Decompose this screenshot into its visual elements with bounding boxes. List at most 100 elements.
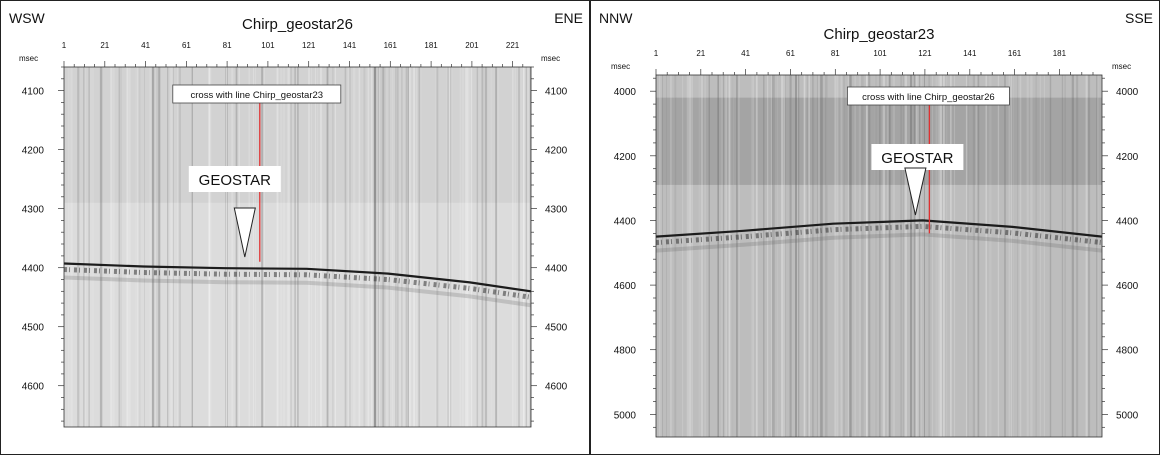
- trace-streak: [362, 67, 365, 427]
- trace-streak: [450, 67, 452, 427]
- trace-streak: [261, 67, 263, 427]
- trace-streak: [666, 75, 667, 437]
- trace-streak: [1096, 75, 1099, 437]
- depth-label-right: 4400: [1116, 216, 1139, 227]
- trace-streak: [514, 67, 516, 427]
- trace-label: 101: [873, 49, 887, 58]
- trace-streak: [834, 75, 836, 437]
- depth-label-right: 4000: [1116, 87, 1139, 98]
- trace-streak: [717, 75, 719, 437]
- trace-streak: [326, 67, 329, 427]
- trace-streak: [690, 75, 692, 437]
- trace-streak: [158, 67, 161, 427]
- plot-frame: [63, 66, 532, 428]
- trace-streak: [763, 75, 765, 437]
- trace-streak: [737, 75, 740, 437]
- depth-label-right: 4200: [545, 146, 568, 157]
- trace-streak: [1076, 75, 1078, 437]
- trace-streak: [253, 67, 254, 427]
- trace-streak: [849, 75, 852, 437]
- trace-streak: [755, 75, 758, 437]
- trace-streak: [409, 67, 411, 427]
- trace-streak: [972, 75, 975, 437]
- trace-streak: [921, 75, 923, 437]
- trace-label: 81: [223, 41, 232, 50]
- trace-streak: [722, 75, 724, 437]
- trace-label: 181: [1053, 49, 1067, 58]
- trace-streak: [781, 75, 784, 437]
- trace-streak: [1076, 75, 1079, 437]
- trace-streak: [825, 75, 828, 437]
- trace-streak: [1043, 75, 1045, 437]
- trace-streak: [682, 75, 684, 437]
- trace-streak: [858, 75, 861, 437]
- trace-streak: [879, 75, 881, 437]
- trace-streak: [520, 67, 522, 427]
- trace-streak: [484, 67, 488, 427]
- trace-label: 201: [465, 41, 479, 50]
- trace-streak: [294, 67, 296, 427]
- trace-streak: [346, 67, 349, 427]
- trace-streak: [751, 75, 753, 437]
- trace-streak: [943, 75, 945, 437]
- trace-streak: [282, 67, 285, 427]
- trace-streak: [481, 67, 483, 427]
- trace-streak: [136, 67, 139, 427]
- trace-streak: [315, 67, 316, 427]
- trace-streak: [397, 67, 399, 427]
- trace-streak: [728, 75, 731, 437]
- trace-streak: [1049, 75, 1052, 437]
- trace-label: 1: [62, 41, 67, 50]
- seafloor-reflector: [656, 219, 1102, 238]
- seafloor-texture: [64, 267, 531, 300]
- trace-streak: [371, 67, 372, 427]
- trace-label: 181: [424, 41, 438, 50]
- trace-streak: [408, 67, 409, 427]
- trace-streak: [405, 67, 408, 427]
- trace-streak: [1030, 75, 1032, 437]
- trace-streak: [235, 67, 237, 427]
- trace-streak: [332, 67, 334, 427]
- trace-streak: [704, 75, 706, 437]
- trace-streak: [777, 75, 778, 437]
- trace-streak: [796, 75, 799, 437]
- trace-streak: [950, 75, 952, 437]
- trace-label: 21: [100, 41, 109, 50]
- depth-label-left: 4400: [614, 216, 637, 227]
- trace-streak: [803, 75, 806, 437]
- trace-streak: [670, 75, 672, 437]
- trace-streak: [1039, 75, 1041, 437]
- trace-streak: [529, 67, 531, 427]
- trace-streak: [1085, 75, 1088, 437]
- trace-streak: [354, 67, 356, 427]
- trace-streak: [517, 67, 520, 427]
- trace-streak: [344, 67, 346, 427]
- trace-streak: [725, 75, 727, 437]
- depth-label-right: 4800: [1116, 346, 1139, 357]
- trace-streak: [374, 67, 377, 427]
- trace-streak: [928, 75, 931, 437]
- trace-streak: [447, 67, 449, 427]
- trace-streak: [1096, 75, 1099, 437]
- trace-streak: [1071, 75, 1074, 437]
- trace-label: 1: [654, 49, 659, 58]
- direction-right: ENE: [554, 10, 583, 26]
- trace-streak: [686, 75, 689, 437]
- trace-streak: [940, 75, 942, 437]
- trace-streak: [1032, 75, 1033, 437]
- trace-streak: [334, 67, 336, 427]
- trace-streak: [436, 67, 439, 427]
- trace-streak: [835, 75, 836, 437]
- trace-streak: [90, 67, 92, 427]
- trace-streak: [512, 67, 514, 427]
- trace-streak: [388, 67, 390, 427]
- trace-label: 41: [741, 49, 750, 58]
- trace-streak: [812, 75, 815, 437]
- trace-streak: [875, 75, 877, 437]
- trace-streak: [126, 67, 129, 427]
- trace-streak: [358, 67, 361, 427]
- trace-streak: [371, 67, 373, 427]
- trace-streak: [517, 67, 519, 427]
- trace-streak: [99, 67, 103, 427]
- trace-streak: [77, 67, 80, 427]
